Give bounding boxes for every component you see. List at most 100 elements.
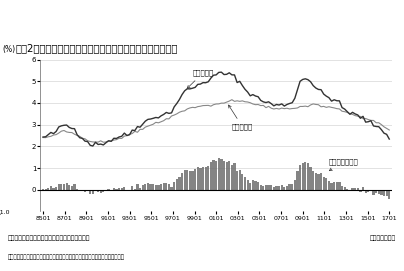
Bar — [270, 185, 272, 190]
Bar — [351, 188, 354, 190]
Bar — [291, 184, 293, 190]
Bar — [357, 189, 359, 190]
Bar — [141, 185, 144, 190]
Bar — [97, 190, 99, 192]
Bar — [197, 167, 199, 190]
Bar — [341, 186, 343, 190]
Bar — [189, 171, 191, 190]
Bar — [257, 182, 259, 190]
Bar — [60, 184, 63, 190]
Bar — [315, 173, 317, 190]
Bar — [47, 188, 49, 190]
Bar — [380, 190, 383, 195]
Bar — [249, 183, 251, 190]
Text: ▲1.0: ▲1.0 — [0, 209, 11, 214]
Bar — [262, 186, 265, 190]
Bar — [220, 159, 223, 190]
Bar — [178, 177, 181, 190]
Bar — [213, 160, 215, 190]
Bar — [312, 171, 314, 190]
Bar — [286, 186, 288, 190]
Text: 完全失業率: 完全失業率 — [187, 69, 214, 88]
Bar — [383, 190, 385, 196]
Bar — [63, 185, 65, 190]
Bar — [155, 185, 157, 190]
Bar — [267, 185, 270, 190]
Bar — [105, 190, 107, 191]
Bar — [234, 163, 236, 190]
Bar — [139, 188, 141, 190]
Bar — [367, 190, 369, 192]
Bar — [147, 183, 149, 190]
Bar — [76, 189, 78, 190]
Bar — [92, 190, 94, 194]
Bar — [239, 170, 241, 190]
Bar — [320, 173, 322, 190]
Bar — [385, 190, 388, 196]
Bar — [100, 190, 102, 193]
Bar — [194, 169, 196, 190]
Bar — [328, 181, 330, 190]
Bar — [359, 190, 362, 192]
Bar — [307, 163, 309, 190]
Bar — [210, 162, 212, 190]
Bar — [157, 185, 160, 190]
Bar — [354, 188, 356, 190]
Bar — [322, 178, 325, 190]
Bar — [152, 184, 154, 190]
Bar — [325, 179, 327, 190]
Bar — [204, 167, 207, 190]
Bar — [309, 166, 311, 190]
Bar — [378, 190, 380, 194]
Bar — [297, 171, 299, 190]
Bar — [65, 183, 68, 190]
Bar — [388, 190, 390, 199]
Bar — [89, 190, 91, 193]
Bar — [42, 189, 44, 190]
Bar — [255, 181, 257, 190]
Bar — [86, 190, 89, 191]
Bar — [149, 183, 152, 190]
Bar — [346, 189, 348, 190]
Bar — [343, 187, 346, 190]
Bar — [113, 188, 115, 190]
Bar — [71, 186, 73, 190]
Bar — [79, 190, 81, 191]
Bar — [123, 187, 126, 190]
Bar — [260, 185, 262, 190]
Bar — [336, 182, 338, 190]
Bar — [265, 185, 267, 190]
Bar — [283, 187, 286, 190]
Bar — [252, 180, 254, 190]
Bar — [134, 189, 136, 190]
Bar — [215, 161, 217, 190]
Bar — [131, 186, 133, 190]
Bar — [207, 166, 209, 190]
Bar — [299, 164, 301, 190]
Bar — [116, 189, 118, 190]
Bar — [44, 189, 47, 190]
Bar — [278, 186, 280, 190]
Bar — [364, 190, 367, 193]
Bar — [173, 182, 175, 190]
Bar — [362, 187, 364, 190]
Bar — [181, 173, 183, 190]
Bar — [176, 179, 178, 190]
Bar — [375, 190, 377, 193]
Bar — [160, 184, 162, 190]
Bar — [170, 186, 173, 190]
Bar — [191, 170, 194, 190]
Bar — [53, 188, 55, 190]
Bar — [218, 158, 220, 190]
Bar — [301, 163, 304, 190]
Bar — [246, 180, 249, 190]
Bar — [304, 162, 307, 190]
Bar — [136, 184, 139, 190]
Bar — [55, 186, 57, 190]
Text: 需要不足失業率: 需要不足失業率 — [329, 158, 359, 171]
Text: (%): (%) — [2, 44, 15, 54]
Bar — [231, 165, 233, 190]
Text: 構造失業率: 構造失業率 — [229, 105, 253, 130]
Bar — [165, 183, 167, 190]
Bar — [288, 184, 291, 190]
